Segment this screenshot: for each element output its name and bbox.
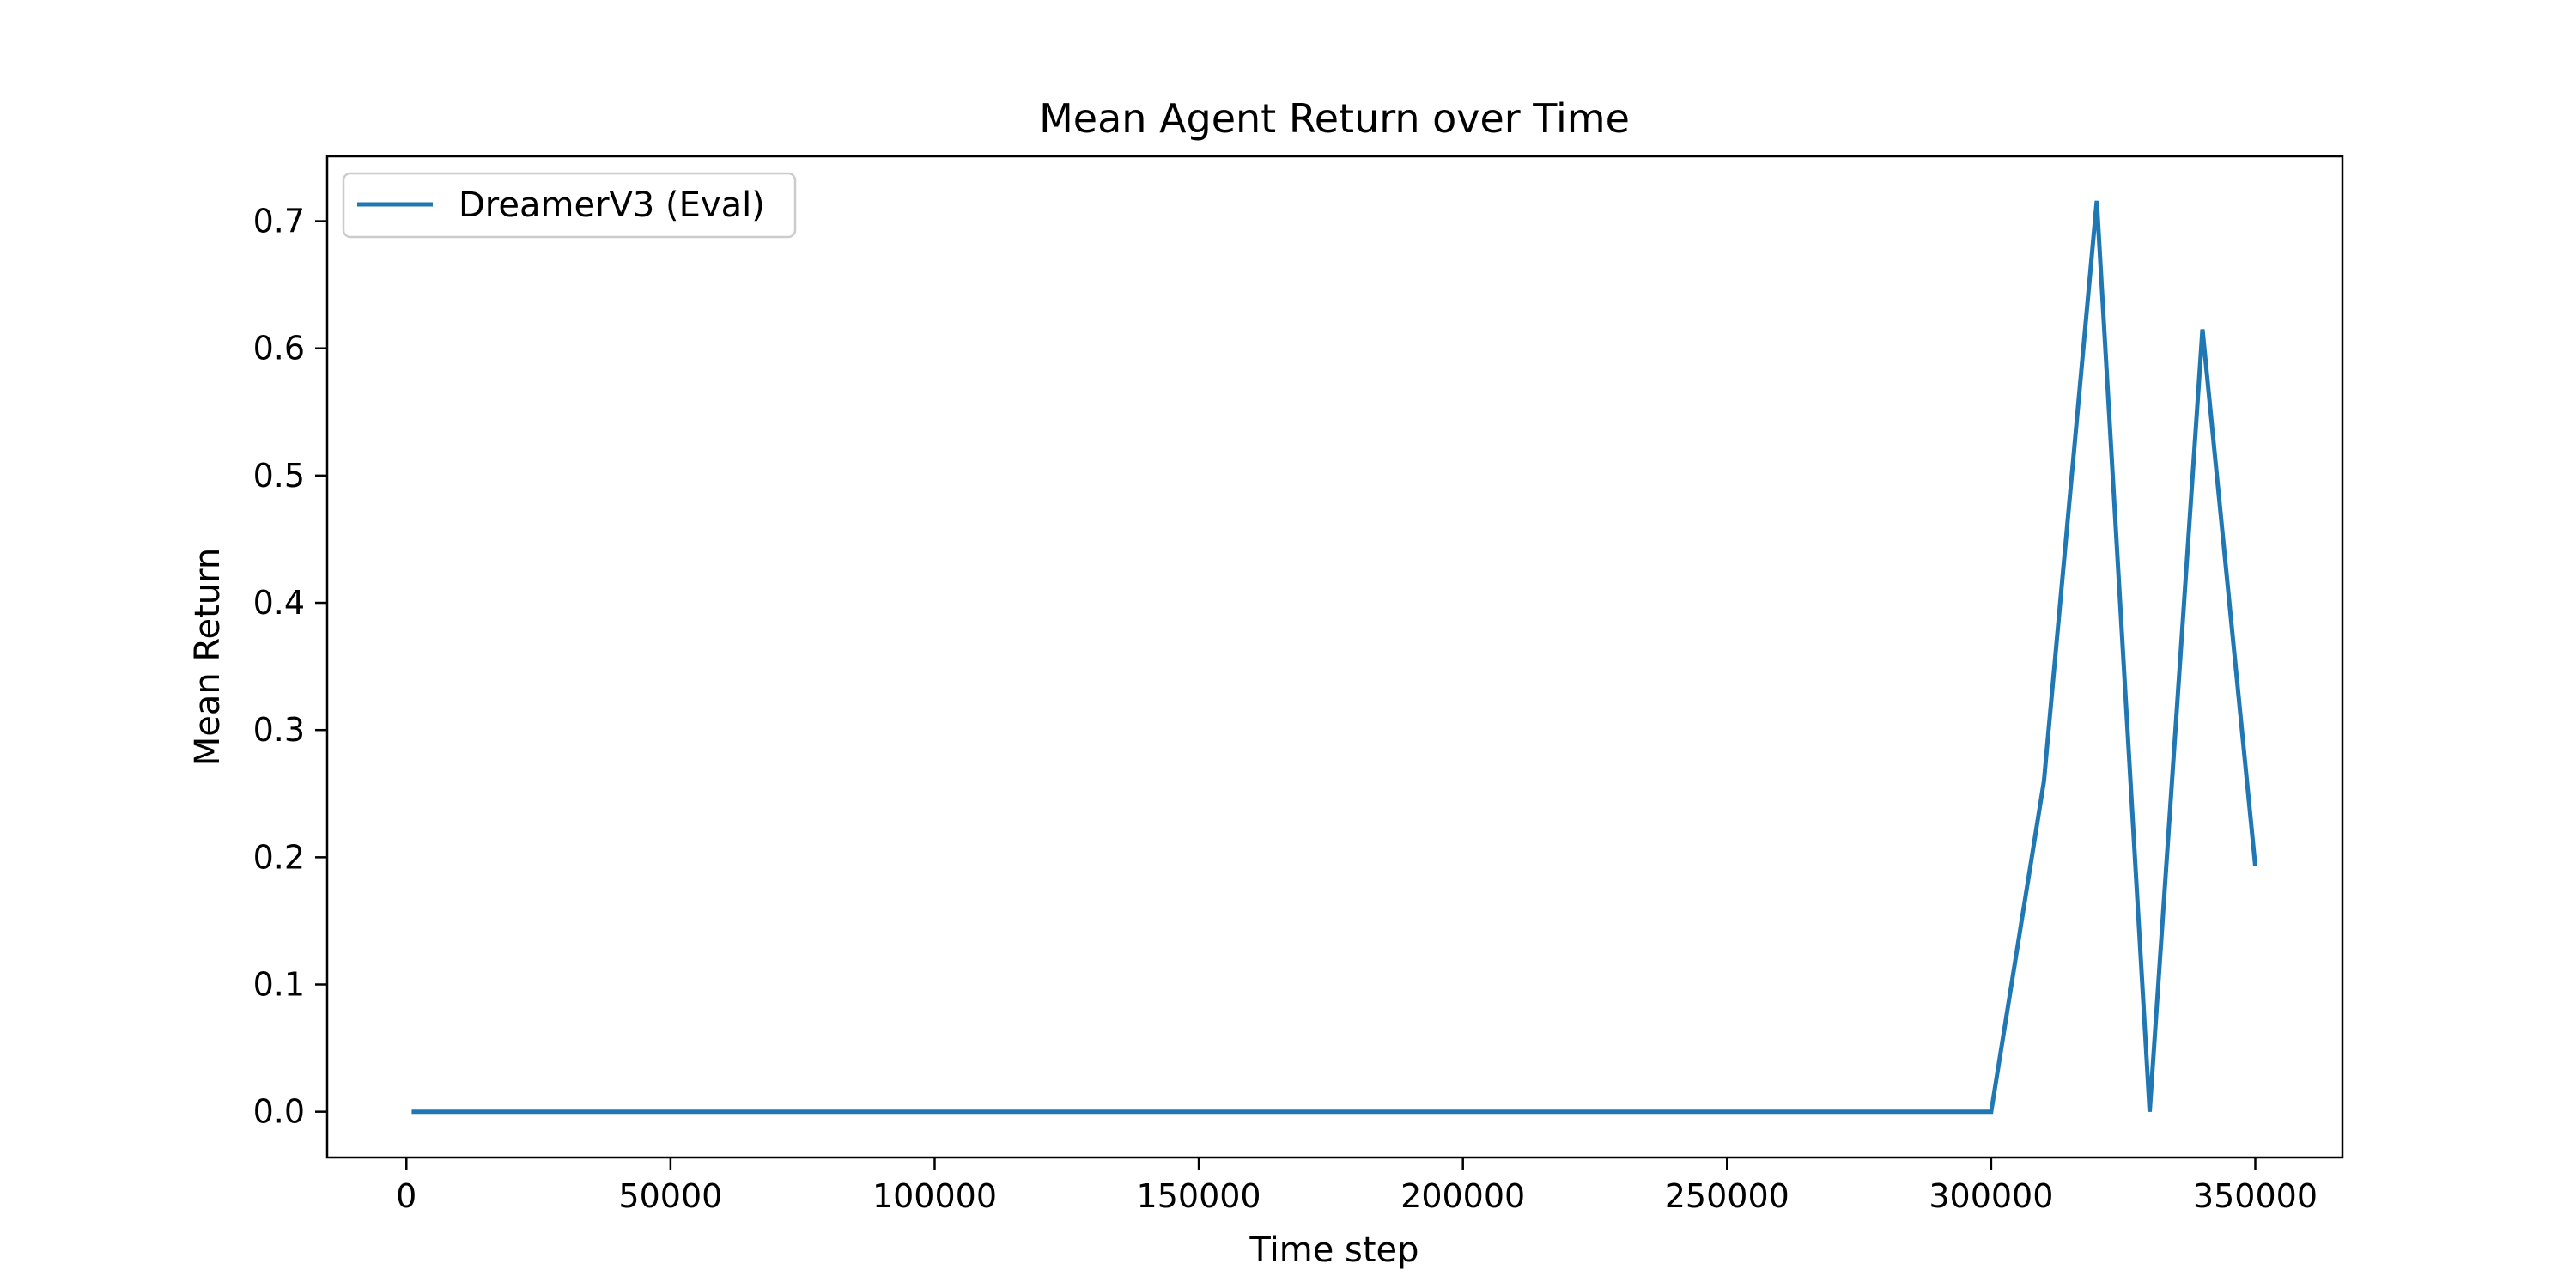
x-tick-label: 250000 <box>1665 1177 1789 1215</box>
plot-layer <box>411 200 2257 1115</box>
x-tick-label: 0 <box>396 1177 416 1215</box>
chart-title: Mean Agent Return over Time <box>1039 95 1630 142</box>
x-tick-label: 350000 <box>2193 1177 2318 1215</box>
x-axis-ticks: 0 50000 100000 150000 200000 250000 300000 3500… <box>396 1157 2318 1215</box>
y-tick-label: 0.0 <box>253 1093 305 1131</box>
y-tick-label: 0.5 <box>253 457 305 495</box>
x-tick-label: 100000 <box>872 1177 997 1215</box>
plot-frame <box>325 155 2344 1159</box>
x-axis-label: Time step <box>1249 1230 1419 1270</box>
legend-box <box>342 172 797 239</box>
series-line-0 <box>411 200 2257 1115</box>
y-tick-label: 0.3 <box>253 711 305 749</box>
y-tick-label: 0.4 <box>253 584 305 622</box>
legend-label-dreamerv3: DreamerV3 (Eval) <box>459 185 765 225</box>
x-tick-label: 200000 <box>1400 1177 1525 1215</box>
y-axis-ticks: 0.0 0.1 0.2 0.3 0.4 0.5 0.6 0.7 <box>253 203 327 1131</box>
y-tick-label: 0.6 <box>253 330 305 368</box>
x-tick-label: 150000 <box>1137 1177 1261 1215</box>
x-tick-label: 50000 <box>618 1177 722 1215</box>
legend: DreamerV3 (Eval) <box>342 172 797 239</box>
y-tick-label: 0.1 <box>253 966 305 1004</box>
y-tick-label: 0.7 <box>253 203 305 240</box>
y-axis-label: Mean Return <box>188 548 228 766</box>
x-tick-label: 300000 <box>1929 1177 2053 1215</box>
y-tick-label: 0.2 <box>253 838 305 876</box>
